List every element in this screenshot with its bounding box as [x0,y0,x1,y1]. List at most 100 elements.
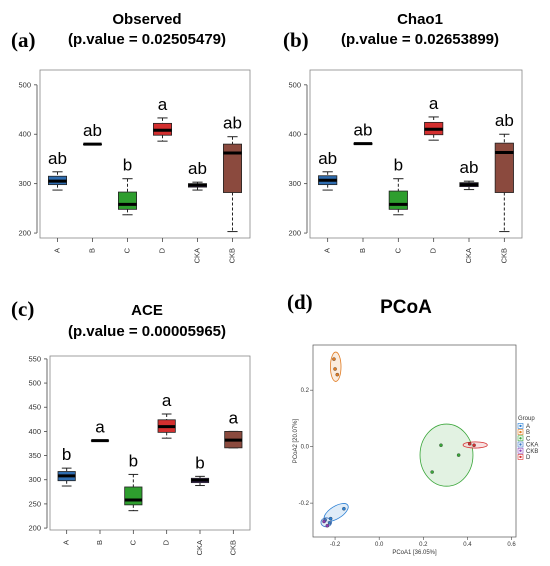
point-D [472,443,476,447]
observed-boxplot: 200 300 400 500 ab Aab Bb Ca Dab CKA ab CKB [18,69,251,263]
legend-dot-A [519,424,522,428]
x-tick-label-B: B [358,248,367,253]
x-tick-label-D: D [162,539,171,545]
panel-b-title: Chao1 [397,11,443,28]
x-tick-label-C: C [393,247,402,253]
point-B [335,372,340,377]
plot-frame [309,69,523,239]
legend-label-D: D [526,455,531,461]
point-CKA [327,521,332,525]
legend-dot-C [519,437,522,440]
panel-letter-d: (d) [287,290,313,314]
point-CKB [322,519,326,524]
x-tick-label-CKA: CKA [193,248,202,263]
box-C [118,191,138,210]
significance-label-A: ab [318,149,337,168]
legend-label-CKA: CKA [526,443,538,449]
significance-label-B: a [95,418,105,437]
x-tick-label-CKB: CKB [499,248,508,263]
significance-label-A: b [62,445,71,464]
y-tick-label: 400 [18,130,31,139]
y-tick-label: 300 [288,179,301,188]
y-axis-label: PCoA2 [20.07%] [293,418,299,463]
significance-label-B: ab [354,121,373,140]
significance-label-C: b [129,451,138,470]
y-tick-label: 400 [28,427,41,436]
y-tick-label: -0.2 [299,501,310,507]
box-C [124,486,143,506]
point-C [430,470,434,474]
x-tick-label: 0.6 [507,542,516,548]
x-tick-label-C: C [123,247,132,253]
panel-letter-c: (c) [11,297,34,321]
legend-dot-B [519,430,522,434]
significance-label-A: ab [48,149,67,168]
significance-label-C: b [394,156,403,175]
y-tick-label: 350 [28,451,41,460]
x-tick-label-A: A [62,540,71,545]
legend-dot-CKA [519,443,522,446]
significance-label-CKB: ab [495,111,514,130]
y-tick-label: 300 [18,179,31,188]
point-A [328,516,333,521]
box-C [388,190,408,210]
point-C [439,443,443,447]
panel-c-subtitle: (p.value = 0.00005965) [68,323,226,340]
x-tick-label: 0.2 [419,542,428,548]
significance-label-D: a [429,94,439,113]
y-tick-label: 550 [28,354,41,363]
y-tick-label: 200 [18,229,31,238]
legend-dot-CKB [519,449,522,452]
legend-title: Group [518,416,535,422]
x-tick-label-C: C [128,539,137,545]
x-tick-label-CKA: CKA [195,540,204,555]
point-D [467,442,472,446]
plot-frame [39,69,251,239]
y-tick-label: 0.2 [301,388,310,394]
x-tick-label: 0.4 [463,542,472,548]
x-tick-label: 0.0 [375,542,384,548]
panel-a-subtitle: (p.value = 0.02505479) [68,31,226,48]
legend-dot-D [519,455,522,459]
x-tick-label-B: B [88,248,97,253]
panel-letter-a: (a) [11,28,36,52]
point-CKB [325,523,330,528]
significance-label-CKA: b [195,453,204,472]
legend-label-A: A [526,424,530,430]
y-tick-label: 500 [288,80,301,89]
y-tick-label: 500 [28,379,41,388]
x-tick-label-A: A [53,248,62,253]
plot-frame [49,355,251,531]
ellipse-B [330,351,342,382]
significance-label-C: b [123,156,132,175]
x-tick-label-CKB: CKB [228,248,237,263]
y-tick-label: 300 [28,475,41,484]
x-tick-label-A: A [323,248,332,253]
box-CKB [494,142,514,193]
y-tick-label: 0.0 [301,445,310,451]
legend-label-CKB: CKB [526,449,538,455]
panel-c-title: ACE [131,302,163,319]
point-B [332,357,336,361]
x-axis-label: PCoA1 [36.05%] [392,550,437,556]
y-tick-label: 200 [28,524,41,533]
significance-label-B: ab [83,121,102,140]
x-tick-label-CKA: CKA [464,248,473,263]
x-tick-label-D: D [429,247,438,253]
panel-d-title: PCoA [380,297,432,318]
chao1-boxplot: 200 300 400 500 ab Aab Bb Ca Dab CKA ab CKB [288,69,523,263]
significance-label-CKA: ab [460,158,479,177]
y-tick-label: 200 [288,229,301,238]
point-A [342,507,346,511]
pcoa-scatter: -0.2 0.0 0.2 0.4 0.6 -0.2 0.0 0.2 PCoA1 [36.05%]… [293,344,538,556]
panel-b-subtitle: (p.value = 0.02653899) [341,31,499,48]
significance-label-CKA: ab [188,159,207,178]
x-tick-label: -0.2 [330,542,341,548]
significance-label-CKB: ab [223,114,242,133]
y-tick-label: 450 [28,403,41,412]
panel-letter-b: (b) [283,28,309,52]
significance-label-D: a [162,391,172,410]
ace-boxplot: 200 250 300 350 400 450 500 550 b Aa Bb Ca Db CKA a CKB [28,354,251,555]
panel-a-title: Observed [112,11,181,28]
pcoa-frame [312,344,517,538]
